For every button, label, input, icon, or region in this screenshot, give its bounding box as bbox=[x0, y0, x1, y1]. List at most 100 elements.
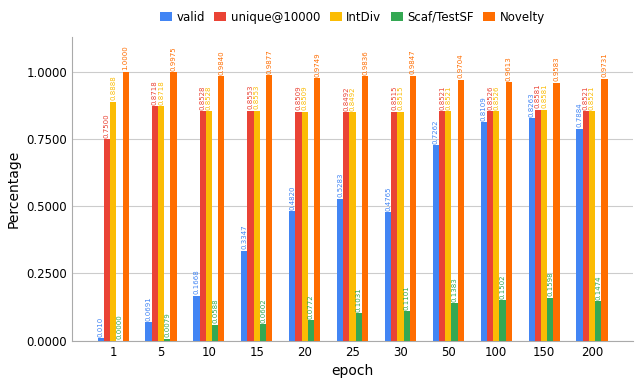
Bar bbox=[439, 111, 445, 341]
Text: 0.9731: 0.9731 bbox=[602, 53, 607, 77]
Bar bbox=[385, 213, 391, 341]
Text: 0.1502: 0.1502 bbox=[499, 275, 506, 299]
Bar bbox=[289, 211, 296, 341]
Bar bbox=[241, 251, 248, 341]
Text: 0.8888: 0.8888 bbox=[110, 75, 116, 100]
Bar bbox=[410, 76, 416, 341]
Text: 1.0000: 1.0000 bbox=[123, 45, 129, 70]
Bar bbox=[122, 72, 129, 341]
Text: 0.1383: 0.1383 bbox=[452, 277, 458, 302]
Bar bbox=[308, 320, 314, 341]
Text: 0.8581: 0.8581 bbox=[541, 84, 547, 109]
Bar bbox=[541, 110, 547, 341]
Bar bbox=[362, 76, 368, 341]
Bar bbox=[98, 338, 104, 341]
Text: 0.1474: 0.1474 bbox=[595, 275, 601, 300]
Bar bbox=[260, 325, 266, 341]
Bar bbox=[337, 199, 343, 341]
Text: 0.1668: 0.1668 bbox=[193, 270, 200, 295]
Text: 0.9583: 0.9583 bbox=[554, 57, 559, 82]
Text: 0.8528: 0.8528 bbox=[206, 85, 212, 110]
Text: 0.0602: 0.0602 bbox=[260, 298, 266, 323]
Bar bbox=[104, 139, 110, 341]
Bar bbox=[296, 112, 301, 341]
Text: 0.8509: 0.8509 bbox=[296, 86, 301, 110]
Text: 0.8718: 0.8718 bbox=[152, 80, 158, 105]
Bar bbox=[577, 129, 582, 341]
Bar bbox=[433, 145, 439, 341]
Text: 0.8521: 0.8521 bbox=[439, 85, 445, 110]
Text: 0.8492: 0.8492 bbox=[349, 86, 356, 111]
Text: 0.8553: 0.8553 bbox=[248, 85, 253, 109]
Bar bbox=[356, 313, 362, 341]
Text: 0.4765: 0.4765 bbox=[385, 187, 391, 211]
Bar bbox=[397, 112, 404, 341]
Text: 0.9840: 0.9840 bbox=[218, 50, 225, 75]
Text: 0.8263: 0.8263 bbox=[529, 92, 534, 117]
Bar bbox=[487, 111, 493, 341]
Text: 0.0000: 0.0000 bbox=[116, 315, 122, 339]
Text: 0.9749: 0.9749 bbox=[314, 52, 320, 77]
Text: 0.5283: 0.5283 bbox=[337, 172, 343, 197]
Text: 0.4820: 0.4820 bbox=[289, 185, 295, 209]
Text: 0.1031: 0.1031 bbox=[356, 287, 362, 311]
Bar bbox=[266, 75, 273, 341]
Legend: valid, unique@10000, IntDiv, Scaf/TestSF, Novelty: valid, unique@10000, IntDiv, Scaf/TestSF… bbox=[156, 6, 550, 28]
Bar bbox=[529, 118, 535, 341]
Bar bbox=[164, 338, 170, 341]
Text: 0.0588: 0.0588 bbox=[212, 299, 218, 323]
Text: 0.8528: 0.8528 bbox=[200, 85, 205, 110]
Text: 0.9704: 0.9704 bbox=[458, 54, 464, 78]
Bar bbox=[595, 301, 602, 341]
Bar bbox=[554, 83, 559, 341]
Text: 0.8492: 0.8492 bbox=[343, 86, 349, 111]
Bar bbox=[110, 102, 116, 341]
Text: 0.8521: 0.8521 bbox=[589, 85, 595, 110]
Bar bbox=[343, 112, 349, 341]
Bar bbox=[301, 112, 308, 341]
Bar bbox=[248, 110, 253, 341]
Text: 0.8581: 0.8581 bbox=[535, 84, 541, 109]
Text: 0.9613: 0.9613 bbox=[506, 56, 512, 81]
Bar bbox=[253, 110, 260, 341]
Bar bbox=[602, 79, 607, 341]
Text: 0.8526: 0.8526 bbox=[487, 85, 493, 110]
Text: 0.0079: 0.0079 bbox=[164, 312, 170, 337]
Text: 0.0691: 0.0691 bbox=[146, 296, 152, 321]
Text: 0.8521: 0.8521 bbox=[583, 85, 589, 110]
Bar bbox=[391, 112, 397, 341]
Bar bbox=[589, 111, 595, 341]
Bar bbox=[152, 106, 158, 341]
Bar bbox=[547, 298, 554, 341]
Bar bbox=[493, 111, 499, 341]
Bar bbox=[445, 111, 451, 341]
Text: 0.8509: 0.8509 bbox=[301, 86, 308, 110]
Bar bbox=[404, 311, 410, 341]
Text: 0.7884: 0.7884 bbox=[577, 102, 582, 127]
Bar bbox=[535, 110, 541, 341]
Bar bbox=[218, 76, 225, 341]
Text: 0.9975: 0.9975 bbox=[170, 46, 177, 71]
Text: 0.010: 0.010 bbox=[98, 316, 104, 336]
Text: 0.8515: 0.8515 bbox=[397, 86, 403, 110]
Bar bbox=[582, 111, 589, 341]
Text: 0.8521: 0.8521 bbox=[445, 85, 451, 110]
Bar bbox=[206, 111, 212, 341]
Y-axis label: Percentage: Percentage bbox=[7, 149, 21, 228]
Bar bbox=[314, 78, 320, 341]
Text: 0.8718: 0.8718 bbox=[158, 80, 164, 105]
Bar bbox=[170, 72, 177, 341]
Text: 0.8553: 0.8553 bbox=[254, 85, 260, 109]
Text: 0.7262: 0.7262 bbox=[433, 119, 439, 144]
Text: 0.8109: 0.8109 bbox=[481, 96, 487, 121]
Bar bbox=[349, 112, 356, 341]
Text: 0.1598: 0.1598 bbox=[547, 272, 554, 296]
Text: 0.9836: 0.9836 bbox=[362, 50, 368, 75]
Text: 0.9877: 0.9877 bbox=[266, 49, 272, 74]
Text: 0.7500: 0.7500 bbox=[104, 113, 110, 137]
Text: 0.8526: 0.8526 bbox=[493, 85, 499, 110]
Bar bbox=[458, 80, 464, 341]
Bar bbox=[499, 300, 506, 341]
Bar bbox=[145, 322, 152, 341]
Text: 0.8515: 0.8515 bbox=[391, 86, 397, 110]
